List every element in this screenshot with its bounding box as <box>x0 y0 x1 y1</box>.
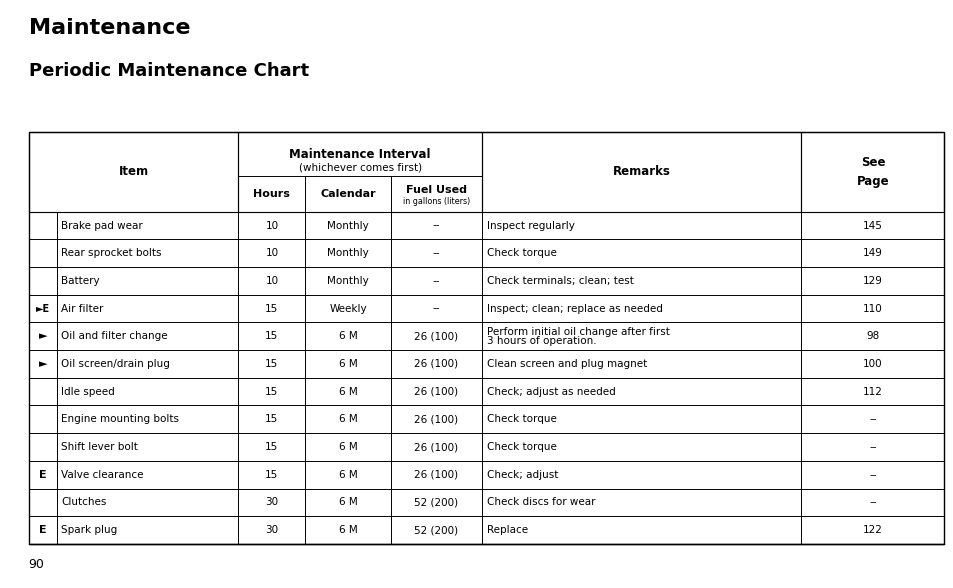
Text: 145: 145 <box>862 220 882 230</box>
Text: 52 (200): 52 (200) <box>414 497 458 507</box>
Text: Engine mounting bolts: Engine mounting bolts <box>61 415 179 425</box>
Text: 110: 110 <box>862 303 882 313</box>
Text: 98: 98 <box>865 331 879 341</box>
Text: Battery: Battery <box>61 276 99 286</box>
Text: Inspect regularly: Inspect regularly <box>486 220 574 230</box>
Text: ►E: ►E <box>36 303 50 313</box>
Text: Check torque: Check torque <box>486 442 556 452</box>
Text: 15: 15 <box>265 470 278 480</box>
Text: 10: 10 <box>265 276 278 286</box>
Text: 6 M: 6 M <box>338 387 357 397</box>
Text: 90: 90 <box>29 558 45 571</box>
Text: Shift lever bolt: Shift lever bolt <box>61 442 138 452</box>
Text: Check torque: Check torque <box>486 248 556 258</box>
Text: E: E <box>39 525 47 535</box>
Text: 3 hours of operation.: 3 hours of operation. <box>486 336 596 346</box>
Text: 122: 122 <box>862 525 882 535</box>
Text: ►: ► <box>39 359 47 369</box>
Text: 26 (100): 26 (100) <box>414 442 458 452</box>
Text: --: -- <box>868 442 876 452</box>
Text: Inspect; clean; replace as needed: Inspect; clean; replace as needed <box>486 303 661 313</box>
Text: 52 (200): 52 (200) <box>414 525 458 535</box>
Text: --: -- <box>868 415 876 425</box>
Text: 10: 10 <box>265 248 278 258</box>
Text: Oil and filter change: Oil and filter change <box>61 331 168 341</box>
Text: 6 M: 6 M <box>338 497 357 507</box>
Text: 112: 112 <box>862 387 882 397</box>
Text: --: -- <box>433 303 439 313</box>
Text: 6 M: 6 M <box>338 470 357 480</box>
Text: 10: 10 <box>265 220 278 230</box>
Text: Perform initial oil change after first: Perform initial oil change after first <box>486 327 669 337</box>
Text: 15: 15 <box>265 303 278 313</box>
Text: 15: 15 <box>265 331 278 341</box>
Text: 6 M: 6 M <box>338 442 357 452</box>
Text: See: See <box>860 156 884 169</box>
Text: 15: 15 <box>265 415 278 425</box>
Text: 129: 129 <box>862 276 882 286</box>
Text: Brake pad wear: Brake pad wear <box>61 220 143 230</box>
Text: 26 (100): 26 (100) <box>414 415 458 425</box>
Text: 100: 100 <box>862 359 882 369</box>
Text: 26 (100): 26 (100) <box>414 359 458 369</box>
Text: --: -- <box>868 497 876 507</box>
Text: --: -- <box>433 276 439 286</box>
Text: 26 (100): 26 (100) <box>414 470 458 480</box>
Text: --: -- <box>433 220 439 230</box>
Text: Fuel Used: Fuel Used <box>406 185 466 195</box>
Text: Monthly: Monthly <box>327 248 369 258</box>
Text: E: E <box>39 470 47 480</box>
Text: (whichever comes first): (whichever comes first) <box>298 163 421 173</box>
Text: Clutches: Clutches <box>61 497 107 507</box>
Text: Spark plug: Spark plug <box>61 525 117 535</box>
Text: Calendar: Calendar <box>320 189 375 199</box>
Text: Check; adjust as needed: Check; adjust as needed <box>486 387 615 397</box>
Text: 15: 15 <box>265 359 278 369</box>
Text: Valve clearance: Valve clearance <box>61 470 143 480</box>
Text: Periodic Maintenance Chart: Periodic Maintenance Chart <box>29 62 309 80</box>
Text: Monthly: Monthly <box>327 220 369 230</box>
Text: Item: Item <box>118 165 149 179</box>
Text: Replace: Replace <box>486 525 527 535</box>
Text: 6 M: 6 M <box>338 525 357 535</box>
Text: --: -- <box>433 248 439 258</box>
Text: Check terminals; clean; test: Check terminals; clean; test <box>486 276 633 286</box>
Text: Oil screen/drain plug: Oil screen/drain plug <box>61 359 170 369</box>
Text: 26 (100): 26 (100) <box>414 331 458 341</box>
Text: Air filter: Air filter <box>61 303 103 313</box>
Text: Rear sprocket bolts: Rear sprocket bolts <box>61 248 161 258</box>
Text: 15: 15 <box>265 442 278 452</box>
Text: Maintenance: Maintenance <box>29 18 190 38</box>
Text: Page: Page <box>856 175 888 188</box>
Text: 6 M: 6 M <box>338 331 357 341</box>
Text: --: -- <box>868 470 876 480</box>
Text: Maintenance Interval: Maintenance Interval <box>289 148 431 161</box>
Text: Clean screen and plug magnet: Clean screen and plug magnet <box>486 359 646 369</box>
Text: Monthly: Monthly <box>327 276 369 286</box>
Text: in gallons (liters): in gallons (liters) <box>402 197 470 206</box>
Text: 26 (100): 26 (100) <box>414 387 458 397</box>
Text: 30: 30 <box>265 497 278 507</box>
Text: Check discs for wear: Check discs for wear <box>486 497 595 507</box>
Text: 149: 149 <box>862 248 882 258</box>
Text: 6 M: 6 M <box>338 415 357 425</box>
Text: 6 M: 6 M <box>338 359 357 369</box>
Text: 30: 30 <box>265 525 278 535</box>
Text: Hours: Hours <box>253 189 290 199</box>
Text: Check; adjust: Check; adjust <box>486 470 558 480</box>
Text: ►: ► <box>39 331 47 341</box>
Text: 15: 15 <box>265 387 278 397</box>
Text: Weekly: Weekly <box>329 303 367 313</box>
Text: Idle speed: Idle speed <box>61 387 114 397</box>
Text: Check torque: Check torque <box>486 415 556 425</box>
Text: Remarks: Remarks <box>612 165 670 179</box>
